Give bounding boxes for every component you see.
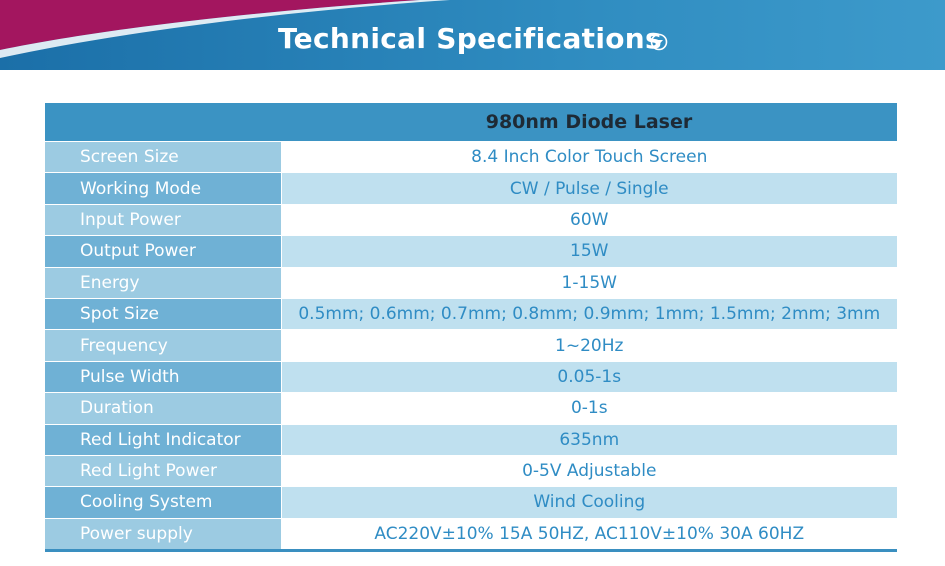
spec-value: 60W [281,204,897,236]
column-header: 980nm Diode Laser [281,103,897,142]
spec-label: Red Light Indicator [45,424,282,456]
spec-value: AC220V±10% 15A 50HZ, AC110V±10% 30A 60HZ [281,518,897,551]
header-row: 980nm Diode Laser [45,103,897,142]
spec-row: Input Power 60W [45,204,897,236]
spec-row: Frequency 1~20Hz [45,329,897,362]
spec-row: Red Light Power 0-5V Adjustable [45,455,897,487]
spec-label: Working Mode [45,172,282,205]
spec-row: Power supply AC220V±10% 15A 50HZ, AC110V±… [45,518,897,551]
spec-row: Output Power 15W [45,235,897,268]
spec-row: Screen Size 8.4 Inch Color Touch Screen [45,141,897,173]
spec-value: 0-5V Adjustable [281,455,897,487]
spec-value: 0.5mm; 0.6mm; 0.7mm; 0.8mm; 0.9mm; 1mm; … [281,298,897,330]
spec-value: 15W [281,235,897,268]
spec-row: Red Light Indicator 635nm [45,424,897,456]
spec-table: 980nm Diode Laser Screen Size 8.4 Inch Co… [45,103,897,553]
spec-row: Duration 0-1s [45,392,897,425]
spec-label: Cooling System [45,486,282,519]
spec-row: Spot Size 0.5mm; 0.6mm; 0.7mm; 0.8mm; 0.9… [45,298,897,330]
spec-label: Output Power [45,235,282,268]
title: Technical Specifications [278,22,662,55]
spec-row: Working Mode CW / Pulse / Single [45,172,897,205]
spec-value: CW / Pulse / Single [281,172,897,205]
spec-label: Duration [45,392,282,425]
spec-value: 1-15W [281,267,897,299]
spec-label: Pulse Width [45,361,282,393]
expand-icon[interactable] [650,33,668,51]
spec-row: Cooling System Wind Cooling [45,486,897,519]
spec-label: Power supply [45,518,282,551]
spec-label: Screen Size [45,141,282,173]
spec-row: Pulse Width 0.05-1s [45,361,897,393]
spec-label: Energy [45,267,282,299]
spec-value: Wind Cooling [281,486,897,519]
spec-value: 0-1s [281,392,897,425]
spec-value: 635nm [281,424,897,456]
spec-label: Frequency [45,329,282,362]
spec-label: Spot Size [45,298,282,330]
spec-row: Energy 1-15W [45,267,897,299]
banner [0,0,945,70]
spec-value: 0.05-1s [281,361,897,393]
header-cell [45,103,281,142]
spec-value: 1~20Hz [281,329,897,362]
spec-label: Input Power [45,204,282,236]
spec-label: Red Light Power [45,455,282,487]
spec-value: 8.4 Inch Color Touch Screen [281,141,897,173]
